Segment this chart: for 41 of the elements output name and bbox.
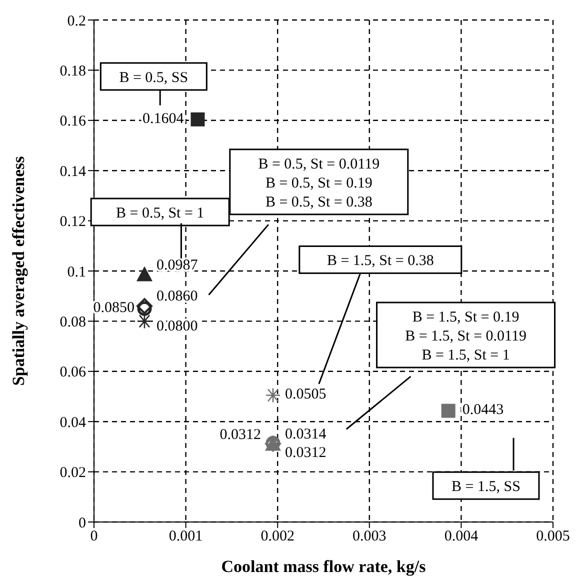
annotation: B = 0.5, SS [119, 70, 188, 86]
y-tick-label: 0.04 [60, 414, 86, 431]
y-tick-label: 0.14 [60, 164, 86, 180]
x-tick-label: 0.003 [352, 528, 386, 545]
data-label: 0.0800 [156, 318, 198, 335]
point [137, 301, 152, 316]
y-tick-label: 0.16 [60, 114, 86, 130]
x-tick-label: 0.004 [444, 528, 479, 545]
point [265, 388, 281, 403]
point [136, 298, 152, 314]
data-label: 0.0987 [156, 258, 198, 274]
point [136, 314, 152, 329]
x-tick-label: 0 [90, 528, 98, 545]
x-tick-label: 0.001 [168, 528, 203, 545]
data-label: 0.0314 [285, 426, 327, 443]
x-tick-label: 0.002 [260, 528, 294, 545]
y-tick-label: 0 [78, 515, 86, 532]
x-tick-label: 0.005 [536, 528, 570, 545]
x-axis-title: Coolant mass flow rate, kg/s [221, 557, 426, 576]
y-tick-label: 0.1 [67, 264, 86, 280]
annotation: B = 1.5, SS [452, 479, 520, 496]
point [136, 266, 152, 282]
data-label: 0.0312 [285, 445, 326, 462]
annotation: B = 0.5, St = 0.0119 B = 0.5, St = 0.19 B = 0.5, St = 0.38 [258, 156, 380, 210]
annotation: B = 1.5, St = 0.38 [326, 253, 434, 270]
y-tick-label: 0.18 [60, 64, 86, 80]
data-label: 0.0312 [220, 427, 262, 444]
data-label: 0.1604 [142, 110, 184, 127]
y-tick-label: 0.02 [60, 465, 86, 482]
data-label: 0.0860 [156, 288, 198, 305]
annotation: B = 1.5, St = 0.19 B = 1.5, St = 0.0119 B = 1.5, St = 1 [405, 310, 526, 364]
data-label: 0.0443 [462, 402, 504, 418]
y-tick-label: 0.06 [60, 364, 86, 381]
y-tick-label: 0.12 [60, 214, 86, 230]
data-label: 0.0505 [285, 386, 326, 403]
y-axis-title: Spatially averaged effectiveness [9, 156, 28, 386]
point [190, 112, 205, 126]
annotation: B = 0.5, St = 1 [116, 206, 204, 222]
y-tick-label: 0.2 [67, 13, 86, 30]
y-tick-label: 0.08 [60, 314, 86, 331]
point [441, 404, 456, 418]
